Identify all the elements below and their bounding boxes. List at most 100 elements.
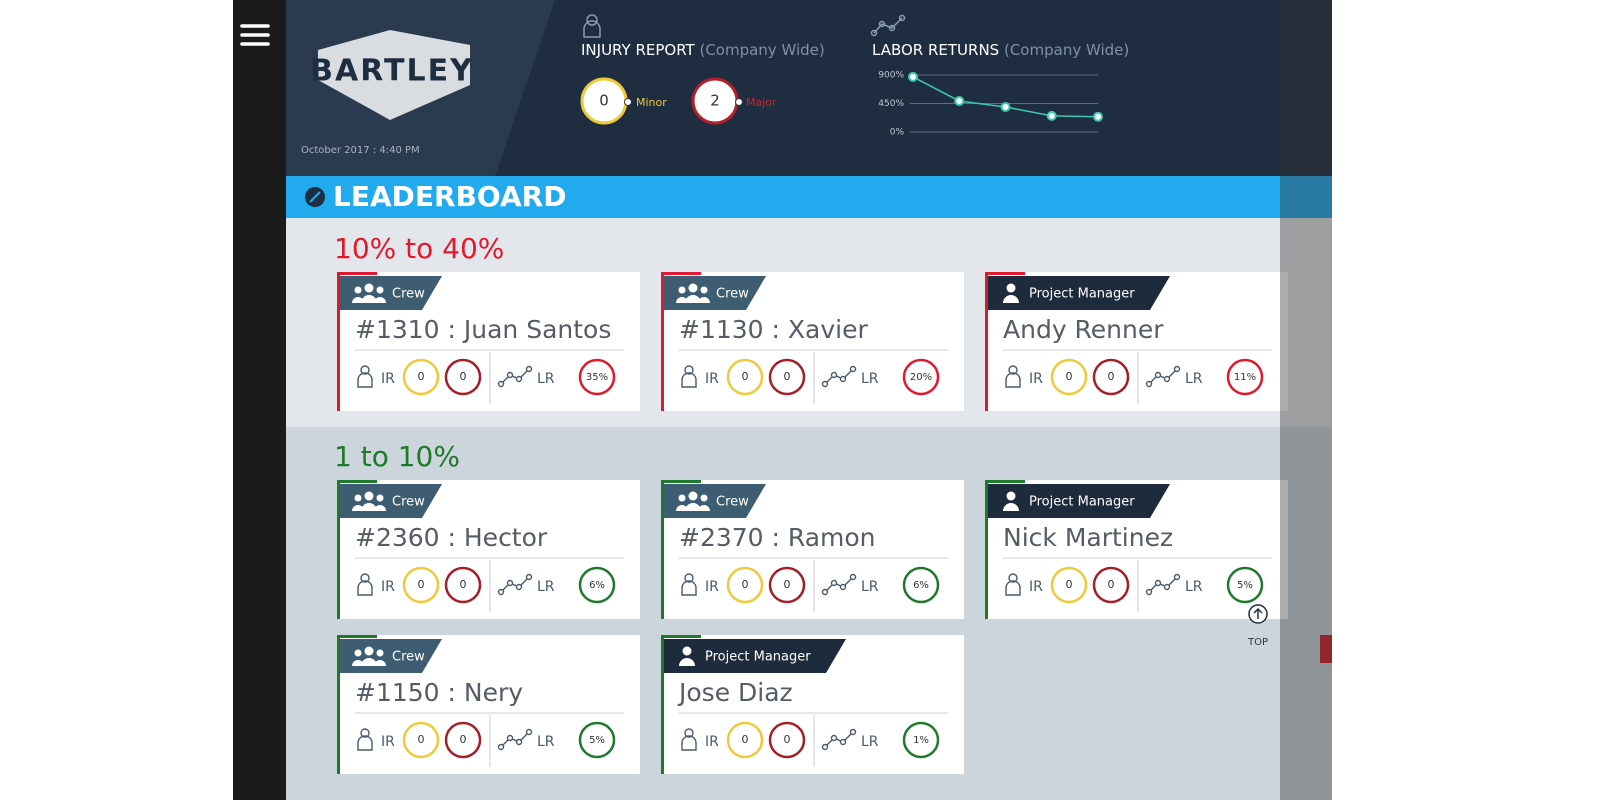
top-label: TOP: [1247, 637, 1268, 648]
injury-icon: [583, 14, 601, 38]
ir-icon: [1005, 573, 1021, 596]
ir-icon: [357, 728, 373, 751]
role: Project Manager: [705, 650, 811, 665]
point: [908, 71, 918, 82]
ir-icon: [681, 365, 697, 388]
icon-part: [849, 728, 857, 736]
minor-circle: [402, 721, 440, 759]
group-title: 10% to 40%: [334, 232, 504, 265]
role-icon: [685, 295, 701, 303]
card-accent: [337, 272, 377, 275]
role-icon: [700, 494, 708, 502]
top-button[interactable]: TOP: [1247, 604, 1268, 648]
minor-value: 0: [1066, 578, 1073, 591]
icon-part: [1005, 372, 1021, 388]
role-icon: [1003, 503, 1019, 511]
role-icon: [678, 286, 686, 294]
lr-icon: [821, 365, 857, 388]
lr-label: LR: [861, 734, 879, 750]
icon-part: [839, 583, 847, 591]
sidebar: [233, 0, 286, 800]
icon-part: [681, 580, 697, 596]
icon-part: [497, 588, 505, 596]
role-icon: [1006, 491, 1016, 501]
role: Crew: [716, 287, 749, 302]
role-icon: [678, 494, 686, 502]
minor-value: 0: [418, 370, 425, 383]
ir-icon: [681, 573, 697, 596]
minor-value: 0: [418, 733, 425, 746]
card-accent: [661, 635, 701, 638]
icon-part: [839, 738, 847, 746]
cards: 10% to 40% Crew #1310 : Juan Santos IR 0 0 LR 3…: [334, 232, 1288, 774]
minor-circle: [726, 721, 764, 759]
role-icon: [376, 286, 384, 294]
icon-part: [830, 734, 838, 742]
lr-value: 20%: [910, 372, 932, 383]
lr-icon: [1145, 573, 1181, 596]
lr-label: LR: [861, 579, 879, 595]
ir-icon: [1005, 365, 1021, 388]
major-circle: [1092, 358, 1130, 396]
role: Crew: [392, 495, 425, 510]
card-accent: [337, 635, 340, 774]
role-icon: [676, 297, 688, 303]
role-tag: [988, 484, 1170, 518]
icon-part: [684, 365, 694, 375]
card-name: #1310 : Juan Santos: [355, 315, 611, 344]
card-accent: [337, 635, 377, 638]
side-tab: [1320, 635, 1332, 663]
role-icon: [376, 649, 384, 657]
lr-label: LR: [537, 579, 555, 595]
role-icon: [700, 286, 708, 294]
ir-label: IR: [705, 579, 719, 595]
ir-label: IR: [1029, 579, 1043, 595]
minor-circle: [1050, 358, 1088, 396]
card-accent: [661, 480, 701, 483]
y-tick-label: 900%: [878, 71, 904, 81]
major-circle: [1092, 566, 1130, 604]
menu-button[interactable]: [240, 24, 270, 46]
date: October 2017 : 4:40 PM: [301, 145, 420, 156]
icon-part: [1145, 380, 1153, 388]
role-icon: [361, 295, 377, 303]
icon-part: [1163, 583, 1171, 591]
ir-label: IR: [381, 371, 395, 387]
card-accent: [337, 480, 377, 483]
ir-icon: [681, 728, 697, 751]
top-arrow: [1253, 607, 1263, 619]
icon-part: [500, 368, 530, 385]
role-icon: [361, 503, 377, 511]
role-icon: [374, 660, 386, 666]
card-accent: [337, 272, 340, 411]
icon-part: [821, 380, 829, 388]
role: Crew: [716, 495, 749, 510]
lr-label: LR: [1185, 579, 1203, 595]
labor-chart: 900% 450% 0%: [878, 71, 1103, 138]
minor-circle: [402, 566, 440, 604]
ir-label: IR: [1029, 371, 1043, 387]
role: Crew: [392, 287, 425, 302]
lr-icon: [821, 728, 857, 751]
icon-part: [360, 728, 370, 738]
major-value: 0: [460, 370, 467, 383]
role-icon: [685, 503, 701, 511]
role-icon: [352, 297, 364, 303]
major-circle: [768, 721, 806, 759]
icon-part: [1173, 573, 1181, 581]
point: [1000, 101, 1011, 112]
role-icon: [374, 297, 386, 303]
icon-part: [497, 380, 505, 388]
lr-value: 6%: [589, 580, 605, 591]
minor-label: Minor: [636, 96, 667, 109]
logo: BARTLEY: [310, 54, 474, 89]
leaderboard-title: LEADERBOARD: [333, 180, 566, 213]
icon-part: [515, 583, 523, 591]
card-accent: [985, 272, 988, 411]
point: [1046, 110, 1057, 121]
icon-part: [684, 573, 694, 583]
role-icon: [698, 505, 710, 511]
major-label: Major: [746, 96, 777, 109]
